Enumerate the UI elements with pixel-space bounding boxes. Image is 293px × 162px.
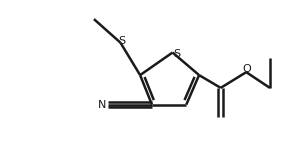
Text: S: S — [118, 36, 125, 46]
Text: N: N — [98, 100, 106, 110]
Text: S: S — [173, 49, 180, 59]
Text: O: O — [243, 64, 252, 74]
